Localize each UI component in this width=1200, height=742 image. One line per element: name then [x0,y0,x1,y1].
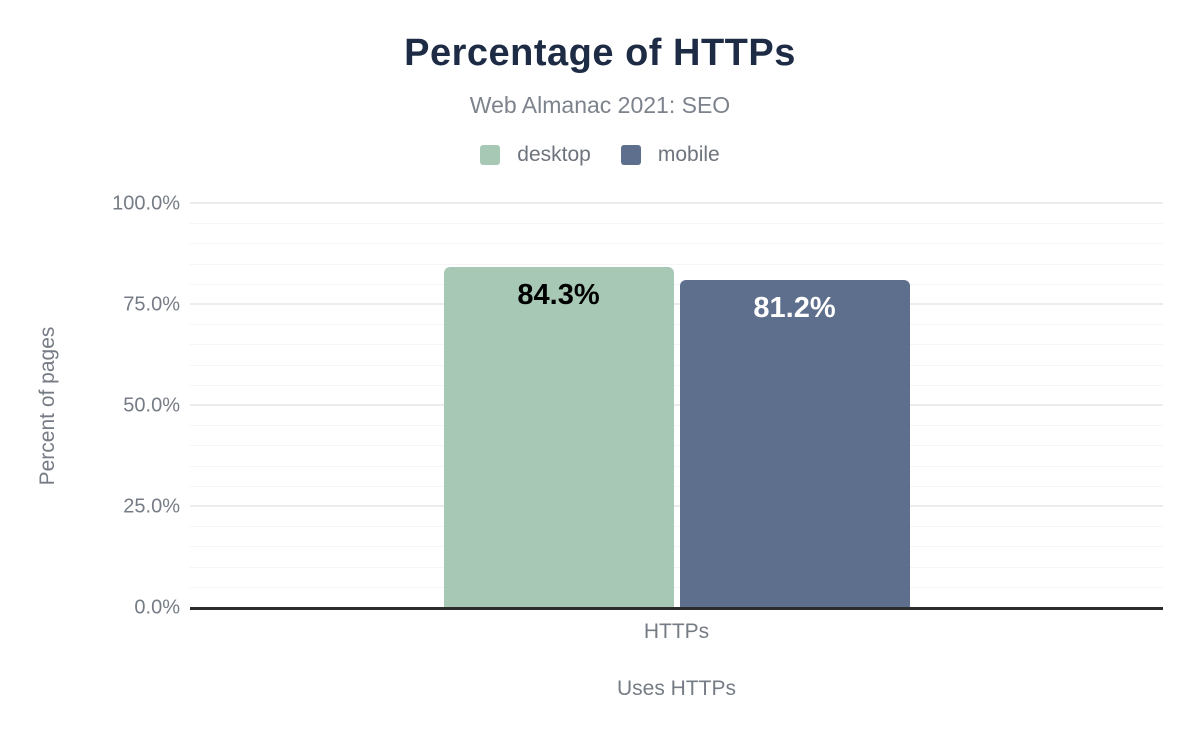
legend-item-desktop: desktop [480,143,591,167]
x-axis-baseline [190,607,1163,610]
gridline-minor [190,586,1163,588]
gridline-minor [190,324,1163,326]
gridline-minor [190,546,1163,548]
chart-legend: desktop mobile [0,143,1200,167]
bar-desktop[interactable]: 84.3% [443,267,674,608]
gridline-major [190,505,1163,507]
legend-item-mobile: mobile [620,143,720,167]
y-axis-tick-label: 0.0% [134,596,180,619]
gridline-minor [190,263,1163,265]
gridline-major [190,303,1163,305]
plot-area: 84.3% 81.2% [190,202,1163,610]
x-axis-title: Uses HTTPs [616,677,736,700]
bar-value-label: 81.2% [753,291,836,324]
legend-swatch-icon [620,145,641,165]
y-axis-tick-label: 100.0% [112,192,180,215]
gridline-minor [190,364,1163,366]
y-axis-tick-labels: 0.0% 25.0% 50.0% 75.0% 100.0% [0,193,180,619]
y-axis-tick-label: 75.0% [123,293,180,316]
gridline-minor [190,465,1163,467]
gridline-minor [190,526,1163,528]
gridline-major [190,404,1163,406]
gridline-minor [190,445,1163,447]
gridline-minor [190,566,1163,568]
gridline-minor [190,223,1163,225]
y-axis-tick-label: 25.0% [123,495,180,518]
gridline-minor [190,485,1163,487]
legend-label: mobile [657,143,720,166]
bar-value-label: 84.3% [517,279,600,312]
x-category-label: HTTPs [643,620,710,643]
gridline-major [190,202,1163,204]
gridline-minor [190,425,1163,427]
bar-mobile[interactable]: 81.2% [679,279,910,608]
gridline-minor [190,283,1163,285]
y-axis-tick-label: 50.0% [123,394,180,417]
chart-subtitle: Web Almanac 2021: SEO [469,92,731,118]
chart-title: Percentage of HTTPs [404,32,796,74]
gridline-minor [190,384,1163,386]
legend-label: desktop [517,143,591,166]
gridline-minor [190,243,1163,245]
gridline-minor [190,344,1163,346]
legend-swatch-icon [480,145,501,165]
